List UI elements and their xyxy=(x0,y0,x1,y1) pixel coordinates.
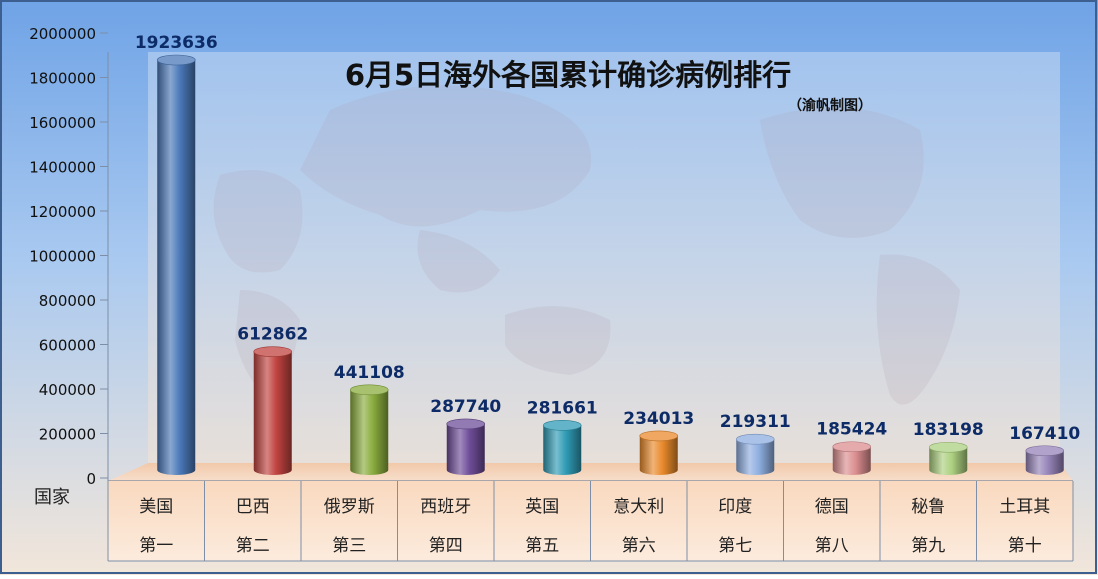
rank-label: 第三 xyxy=(332,536,366,556)
y-tick-label: 800000 xyxy=(39,292,96,310)
bar-body xyxy=(350,389,389,475)
data-label: 1923636 xyxy=(135,33,218,53)
category-label: 巴西 xyxy=(236,497,270,517)
x-axis-label: 国家 xyxy=(34,487,70,508)
data-label: 185424 xyxy=(816,420,887,440)
category-label: 土耳其 xyxy=(999,497,1050,517)
bar-1 xyxy=(156,54,196,475)
category-label: 德国 xyxy=(815,497,849,517)
category-label: 印度 xyxy=(718,497,752,517)
y-tick-label: 1800000 xyxy=(29,70,96,88)
bar-body xyxy=(543,425,582,475)
bar-top xyxy=(253,346,293,357)
bar-body xyxy=(736,439,775,475)
data-label: 219311 xyxy=(720,412,791,432)
data-label: 441108 xyxy=(334,363,405,383)
rank-label: 第一 xyxy=(139,536,173,556)
bar-body xyxy=(832,446,871,475)
category-label: 西班牙 xyxy=(420,497,471,517)
bar-3 xyxy=(349,384,389,475)
y-tick-label: 2000000 xyxy=(29,25,96,43)
bar-top xyxy=(639,430,679,442)
y-tick-label: 1200000 xyxy=(29,203,96,221)
data-label: 287740 xyxy=(430,397,501,417)
bar-7 xyxy=(735,433,775,475)
data-label: 183198 xyxy=(913,420,984,440)
bar-2 xyxy=(253,346,293,475)
rank-label: 第六 xyxy=(622,536,656,556)
bar-top xyxy=(832,441,872,453)
bar-body xyxy=(1025,450,1064,475)
category-label: 美国 xyxy=(139,497,173,517)
data-label: 234013 xyxy=(623,409,694,429)
bar-9 xyxy=(928,441,968,475)
bar-top xyxy=(349,384,389,396)
bar-top xyxy=(446,418,486,430)
y-tick-label: 0 xyxy=(86,470,96,488)
rank-label: 第五 xyxy=(525,536,559,556)
bar-6 xyxy=(639,430,679,475)
bar-body xyxy=(929,447,968,475)
rank-label: 第十 xyxy=(1008,536,1042,556)
rank-label: 第二 xyxy=(236,536,270,556)
category-label: 意大利 xyxy=(613,497,664,517)
y-tick-label: 1000000 xyxy=(29,248,96,266)
bar-top xyxy=(542,420,582,431)
bar-top xyxy=(156,54,196,66)
bar-body xyxy=(639,435,678,475)
y-tick-label: 400000 xyxy=(39,381,96,399)
data-label: 281661 xyxy=(527,398,598,418)
data-label: 167410 xyxy=(1009,424,1080,444)
chart-floor xyxy=(108,463,1073,481)
rank-label: 第八 xyxy=(815,536,849,556)
bar-10 xyxy=(1025,445,1065,475)
bar-body xyxy=(253,351,292,475)
category-label: 俄罗斯 xyxy=(324,497,375,517)
bar-top xyxy=(1025,445,1065,457)
y-tick-label: 1400000 xyxy=(29,159,96,177)
category-label: 英国 xyxy=(525,497,559,517)
data-label: 612862 xyxy=(237,325,308,345)
chart-subtitle: （渝帆制图） xyxy=(788,97,872,114)
chart-title: 6月5日海外各国累计确诊病例排行 xyxy=(345,58,791,92)
category-label: 秘鲁 xyxy=(911,497,945,517)
y-tick-label: 200000 xyxy=(39,426,96,444)
bar-top xyxy=(735,433,775,445)
rank-label: 第七 xyxy=(718,536,752,556)
bar-top xyxy=(928,441,968,453)
y-tick-label: 1600000 xyxy=(29,114,96,132)
bar-8 xyxy=(832,441,872,475)
bar-5 xyxy=(542,420,582,475)
bar-body xyxy=(157,59,196,475)
chart-back-wall xyxy=(148,52,1060,463)
rank-label: 第九 xyxy=(911,536,945,556)
bar-body xyxy=(446,423,485,475)
y-tick-label: 600000 xyxy=(39,337,96,355)
bar-4 xyxy=(446,418,486,475)
rank-label: 第四 xyxy=(429,536,463,556)
